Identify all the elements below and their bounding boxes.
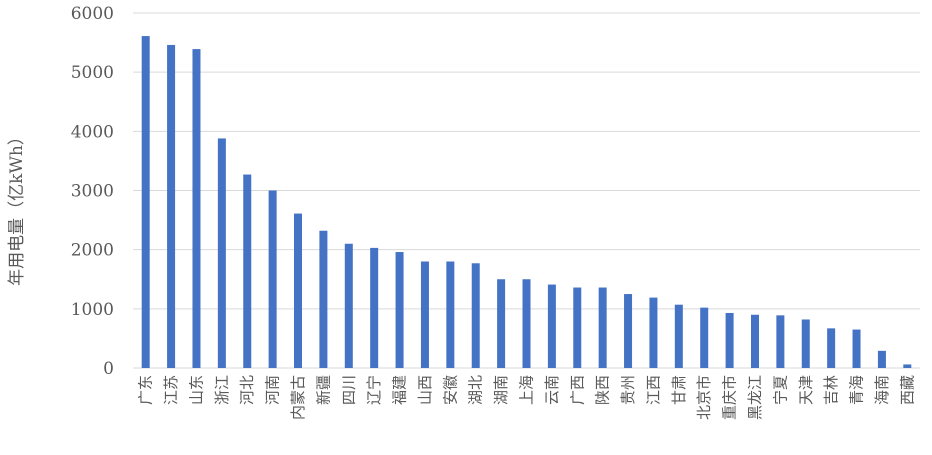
bar [268,190,277,368]
x-tick-label: 吉林 [822,375,840,405]
bar [547,284,556,368]
bar [420,261,429,368]
gridlines [133,12,920,369]
bar [573,287,582,368]
x-tick-label: 天津 [797,375,815,405]
bar [344,243,353,368]
bar [852,329,861,368]
x-tick-label: 西藏 [898,375,916,405]
x-tick-label: 上海 [518,375,536,405]
x-tick-label: 四川 [340,375,358,405]
x-tick-label: 广东 [137,375,155,405]
x-tick-label: 河北 [238,375,256,405]
x-tick-label: 宁夏 [771,375,789,405]
x-tick-label: 黑龙江 [746,375,764,420]
x-tick-label: 广西 [568,375,586,405]
bar [725,312,734,368]
x-tick-label: 山东 [187,375,205,405]
bar [319,230,328,368]
y-axis-label: 年用电量（亿kWh） [7,128,27,286]
bar [598,287,607,368]
bar [446,261,455,368]
y-tick-label: 1000 [71,300,114,320]
x-tick-label: 青海 [848,375,866,405]
bar [827,328,836,368]
y-tick-label: 0 [103,359,114,379]
bar [776,315,785,368]
bar [700,307,709,368]
bar [522,279,531,368]
bar [294,213,303,368]
bar [674,304,683,368]
x-tick-label: 海南 [873,375,891,405]
x-tick-label: 内蒙古 [289,375,307,420]
x-tick-label: 福建 [391,375,409,405]
bar [877,350,886,368]
x-tick-label: 江西 [644,375,662,405]
y-tick-labels: 0 1000 2000 3000 4000 5000 6000 [71,4,114,379]
x-tick-label: 云南 [543,375,561,405]
bar [750,314,759,368]
x-tick-label: 湖南 [492,375,510,405]
x-tick-label: 江苏 [162,375,180,405]
bar [471,263,480,368]
x-tick-label: 辽宁 [365,375,383,405]
bars [141,36,912,368]
x-tick-label: 湖北 [467,375,485,405]
bar [192,49,201,368]
x-tick-label: 陕西 [594,375,612,405]
x-tick-label: 重庆市 [721,375,739,420]
bar [497,279,506,368]
bar [801,319,810,368]
x-tick-label: 山西 [416,375,434,405]
x-tick-label: 河南 [264,375,282,405]
bar [370,247,379,368]
x-tick-label: 浙江 [213,375,231,405]
x-tick-labels: 广东 江苏 山东 浙江 河北 河南 内蒙古 新疆 四川 辽宁 福建 山西 安徽 湖北 湖南 上海 云南 广西 陕西贵… [137,375,917,420]
y-tick-label: 3000 [71,182,114,202]
y-tick-label: 5000 [71,63,114,83]
y-tick-label: 6000 [71,4,114,24]
x-tick-label: 新疆 [314,375,332,405]
bar [217,138,226,368]
x-tick-label: 甘肃 [670,375,688,405]
x-tick-label: 北京市 [695,375,713,420]
x-tick-label: 安徽 [441,375,459,405]
bar [649,297,658,368]
bar [243,174,252,368]
y-tick-label: 2000 [71,241,114,261]
bar [167,44,176,368]
x-tick-label: 贵州 [619,375,637,405]
bar [624,294,633,368]
bar [903,364,912,368]
bar [141,36,150,368]
bar [395,252,404,368]
y-tick-label: 4000 [71,122,114,142]
